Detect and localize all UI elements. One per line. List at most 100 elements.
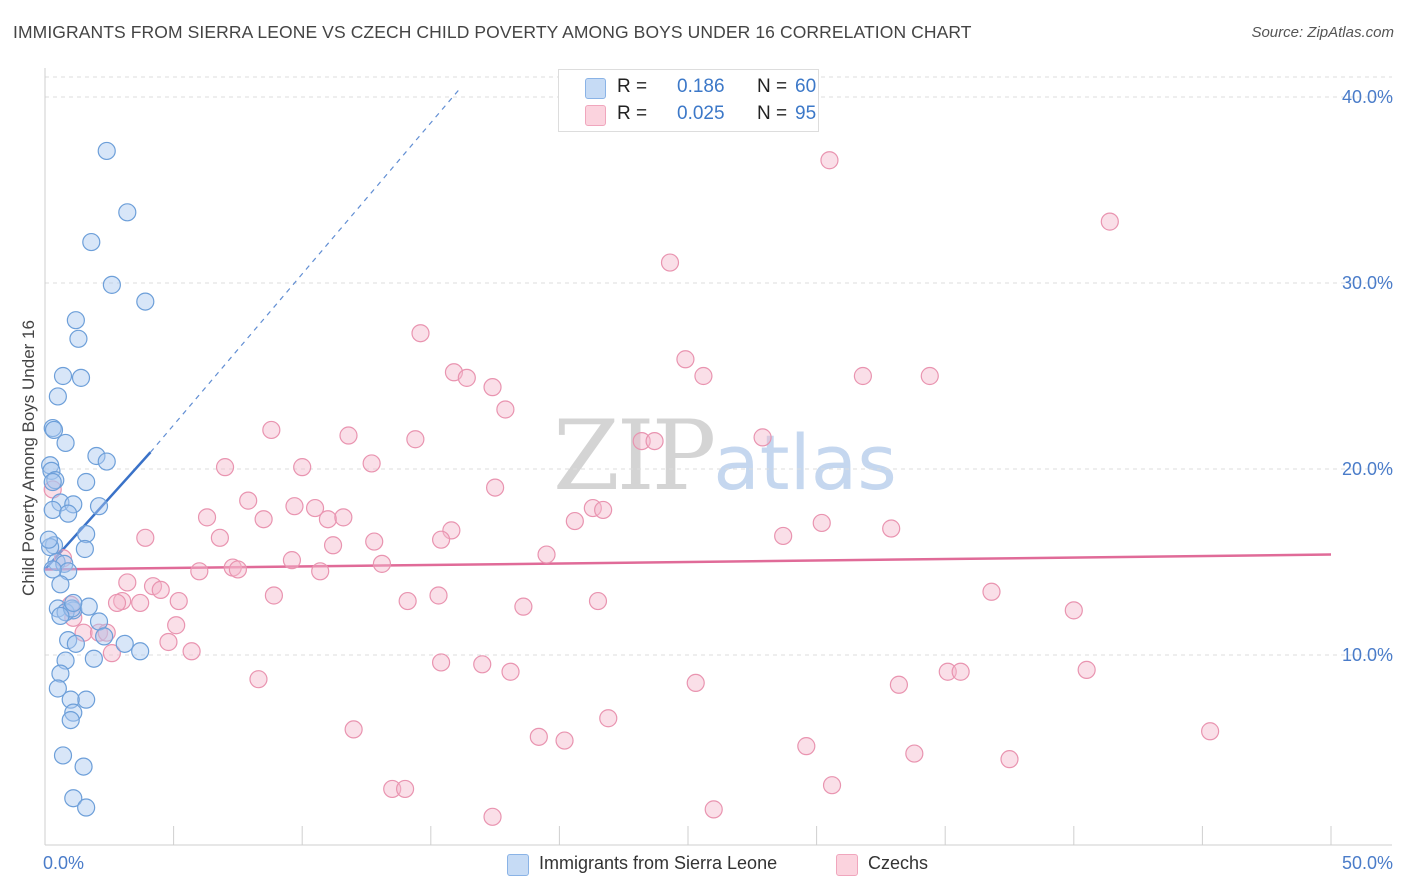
point-sierra-leone xyxy=(82,232,101,252)
point-czech xyxy=(406,430,425,449)
point-czech xyxy=(190,562,209,581)
point-czech xyxy=(362,454,381,473)
bottom-legend-label: Immigrants from Sierra Leone xyxy=(539,853,778,873)
point-czech xyxy=(660,253,680,272)
bottom-legend-label: Czechs xyxy=(868,853,929,873)
point-czech xyxy=(365,532,384,551)
point-sierra-leone xyxy=(44,420,64,440)
point-czech xyxy=(882,519,901,538)
point-czech xyxy=(151,580,170,600)
point-czech xyxy=(686,673,705,693)
point-czech xyxy=(501,662,520,681)
point-czech xyxy=(483,378,502,397)
point-czech xyxy=(264,586,284,605)
legend-r-label: R = xyxy=(617,103,648,124)
point-sierra-leone xyxy=(51,664,70,683)
point-sierra-leone xyxy=(77,472,96,492)
trendline-extension xyxy=(149,89,460,453)
point-czech xyxy=(167,616,186,635)
point-sierra-leone xyxy=(64,703,83,722)
point-sierra-leone xyxy=(118,203,137,222)
watermark-zip: ZIP xyxy=(553,400,716,512)
point-sierra-leone xyxy=(71,368,91,387)
point-czech xyxy=(118,573,137,592)
point-sierra-leone xyxy=(102,275,121,294)
point-czech xyxy=(215,458,235,477)
point-sierra-leone xyxy=(56,433,75,453)
point-czech xyxy=(889,675,909,694)
point-czech xyxy=(951,662,970,681)
point-sierra-leone xyxy=(39,530,58,549)
point-sierra-leone xyxy=(53,366,73,386)
x-tick-label: 0.0% xyxy=(43,853,84,873)
bottom-legend-swatch-blue xyxy=(507,854,529,876)
point-sierra-leone xyxy=(48,387,67,406)
point-czech xyxy=(694,366,713,386)
point-sierra-leone xyxy=(77,524,96,544)
point-czech xyxy=(182,642,201,661)
point-czech xyxy=(1201,722,1220,741)
point-czech xyxy=(197,508,217,527)
point-czech xyxy=(107,593,127,613)
legend-n-value: 60 xyxy=(795,76,817,97)
point-sierra-leone xyxy=(61,710,80,730)
point-czech xyxy=(905,744,924,763)
point-czech xyxy=(262,420,281,440)
point-czech xyxy=(594,500,613,520)
axes xyxy=(44,68,1392,846)
point-sierra-leone xyxy=(74,757,93,776)
point-sierra-leone xyxy=(84,649,103,668)
point-czech xyxy=(486,478,505,497)
point-czech xyxy=(565,511,584,531)
watermark-atlas: atlas xyxy=(713,418,897,507)
point-czech xyxy=(285,497,304,516)
x-tick-label: 50.0% xyxy=(1342,853,1393,873)
point-czech xyxy=(853,366,872,386)
tick-labels: 10.0% 20.0% 30.0% 40.0% 0.0% 50.0% xyxy=(43,87,1393,873)
point-czech xyxy=(136,528,155,547)
point-sierra-leone xyxy=(43,472,62,492)
legend-n-label: N = xyxy=(757,103,788,124)
source-credit: Source: ZipAtlas.com xyxy=(1251,24,1394,41)
legend-n-value: 95 xyxy=(795,103,817,124)
legend-r-value: 0.025 xyxy=(677,103,725,124)
point-czech xyxy=(704,800,723,819)
point-czech xyxy=(555,731,574,750)
point-czech xyxy=(529,727,548,746)
point-czech xyxy=(496,400,515,419)
point-czech xyxy=(812,513,831,533)
point-czech xyxy=(676,350,695,369)
point-sierra-leone xyxy=(131,642,150,661)
point-czech xyxy=(339,426,358,445)
legend-swatch-pink xyxy=(585,105,606,126)
trendlines xyxy=(44,89,1332,571)
point-sierra-leone xyxy=(64,593,83,613)
watermark: ZIPatlas xyxy=(553,400,897,512)
point-czech xyxy=(938,662,957,681)
point-czech xyxy=(411,324,430,343)
y-tick-label: 20.0% xyxy=(1342,459,1393,479)
point-czech xyxy=(982,582,1001,601)
legend-r-value: 0.186 xyxy=(677,76,725,97)
data-points xyxy=(39,141,1220,826)
point-sierra-leone xyxy=(87,446,106,466)
point-sierra-leone xyxy=(59,504,78,523)
y-tick-label: 40.0% xyxy=(1342,87,1393,107)
point-sierra-leone xyxy=(64,789,83,808)
point-czech xyxy=(228,560,247,579)
point-czech xyxy=(431,653,451,672)
point-czech xyxy=(249,670,268,689)
point-czech xyxy=(473,655,492,674)
point-sierra-leone xyxy=(115,634,134,653)
point-czech xyxy=(822,776,842,795)
point-czech xyxy=(169,591,188,611)
point-sierra-leone xyxy=(77,690,96,709)
point-czech xyxy=(1000,750,1019,769)
point-sierra-leone xyxy=(79,597,98,616)
legend-r-label: R = xyxy=(617,76,648,97)
point-czech xyxy=(1064,601,1083,620)
point-czech xyxy=(442,521,461,540)
point-sierra-leone xyxy=(75,539,94,559)
point-czech xyxy=(323,536,343,555)
